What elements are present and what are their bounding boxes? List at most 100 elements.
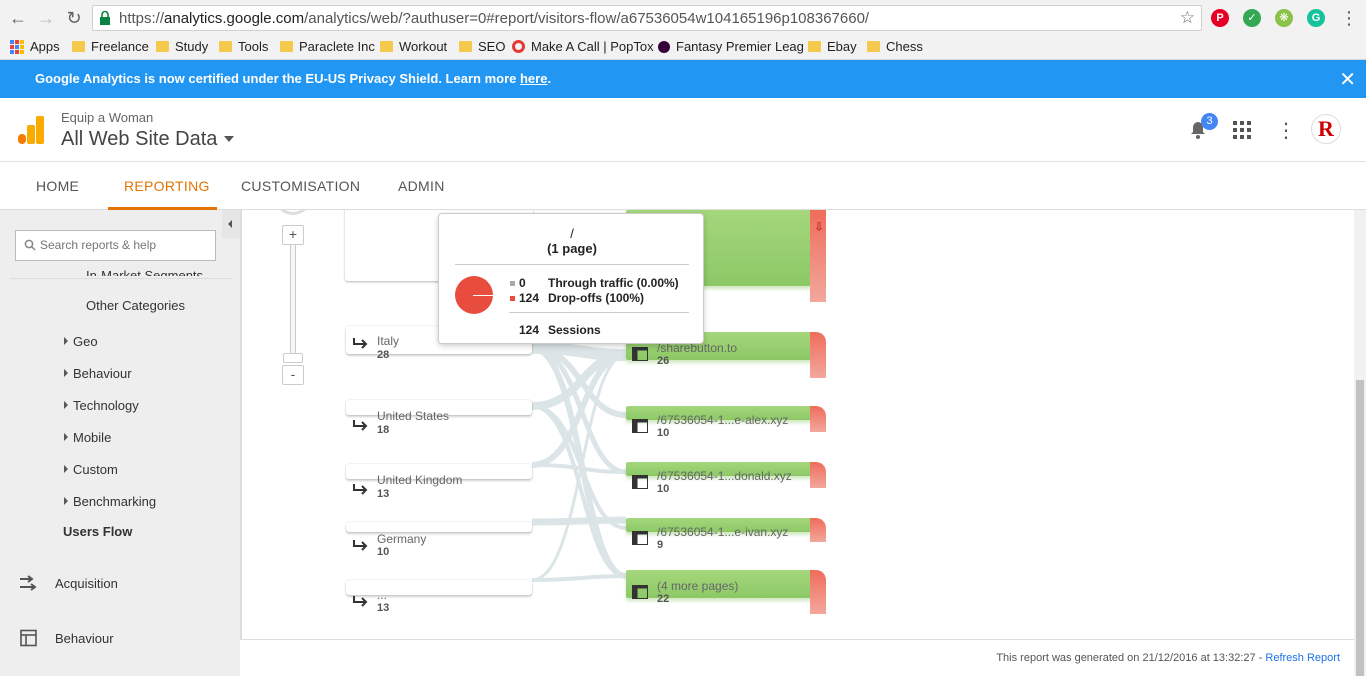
page-icon: [632, 531, 648, 545]
grammarly-icon[interactable]: G: [1307, 9, 1325, 27]
caret-right-icon: [64, 401, 68, 409]
bookmark-poptox[interactable]: Make A Call | PopTox: [512, 39, 654, 54]
dropoff-bar[interactable]: [810, 332, 826, 378]
report-generated-text: This report was generated on 21/12/2016 …: [996, 652, 1340, 664]
refresh-report-link[interactable]: Refresh Report: [1265, 652, 1340, 664]
zoom-in-button[interactable]: +: [282, 225, 304, 245]
entrance-arrow-icon: [353, 540, 368, 551]
browser-menu-icon[interactable]: ⋮: [1340, 8, 1358, 28]
bookmark-paraclete[interactable]: Paraclete Inc: [280, 39, 375, 54]
through-label: Through traffic (0.00%): [548, 276, 679, 290]
entrance-arrow-icon: [353, 420, 368, 431]
folder-icon: [72, 41, 85, 52]
browser-toolbar: ← → ↻ https://analytics.google.com/analy…: [0, 0, 1366, 36]
bookmark-tools[interactable]: Tools: [219, 39, 268, 54]
page-node-alex[interactable]: [626, 406, 812, 420]
analytics-logo-icon[interactable]: [18, 116, 44, 144]
reload-icon[interactable]: ↻: [66, 8, 82, 28]
sidebar-section-behaviour[interactable]: Behaviour: [18, 629, 114, 647]
sidebar-item-behaviour[interactable]: Behaviour: [64, 366, 132, 381]
page-label: /67536054-1...e-alex.xyz: [657, 413, 789, 427]
folder-icon: [380, 41, 393, 52]
sidebar-item-mobile[interactable]: Mobile: [64, 430, 111, 445]
address-bar[interactable]: https://analytics.google.com/analytics/w…: [92, 5, 1202, 31]
page-node-ivan[interactable]: [626, 518, 812, 532]
tab-admin[interactable]: ADMIN: [398, 178, 445, 194]
page-count: 22: [657, 593, 670, 605]
dropoff-bar[interactable]: [810, 462, 826, 488]
sidebar-item-other-categories[interactable]: Other Categories: [86, 298, 185, 313]
sidebar-item-in-market[interactable]: In-Market Segments: [86, 268, 204, 276]
forward-icon[interactable]: →: [37, 8, 55, 28]
property-selector[interactable]: All Web Site Data: [61, 128, 218, 150]
entrance-arrow-icon: [353, 338, 368, 349]
bookmark-apps[interactable]: Apps: [10, 39, 60, 54]
bookmark-freelance[interactable]: Freelance: [72, 39, 149, 54]
search-input[interactable]: [40, 238, 210, 252]
chevron-left-icon: [228, 220, 232, 228]
source-node-germany[interactable]: [346, 522, 532, 532]
tab-customisation[interactable]: CUSTOMISATION: [241, 178, 361, 194]
pie-line: [473, 295, 493, 296]
url-text: https://analytics.google.com/analytics/w…: [119, 10, 870, 27]
active-tab-indicator: [108, 207, 217, 210]
sidebar-item-technology[interactable]: Technology: [64, 398, 139, 413]
notification-badge: 3: [1201, 113, 1218, 130]
page-node-more[interactable]: [626, 570, 812, 598]
source-node-other[interactable]: [346, 580, 532, 595]
bookmark-seo[interactable]: SEO: [459, 39, 505, 54]
bookmark-fpl[interactable]: Fantasy Premier Leag: [658, 39, 809, 54]
scrollbar-thumb[interactable]: [1356, 380, 1364, 676]
target-icon: [512, 40, 525, 53]
users-flow-canvas[interactable]: + - ⇩ Italy 28 United States 18 United K…: [240, 210, 1354, 640]
apps-grid-icon[interactable]: [1233, 121, 1251, 139]
through-swatch: [510, 281, 515, 286]
caret-right-icon: [64, 465, 68, 473]
banner-link[interactable]: here: [519, 71, 548, 86]
page-count: 10: [657, 483, 670, 495]
bookmark-workout[interactable]: Workout: [380, 39, 447, 54]
zoom-slider-handle[interactable]: [283, 353, 303, 363]
bookmark-study[interactable]: Study: [156, 39, 208, 54]
dropoff-bar[interactable]: [810, 570, 826, 614]
page-node-donald[interactable]: [626, 462, 812, 476]
sidebar-section-acquisition[interactable]: Acquisition: [18, 574, 118, 592]
divider: [455, 264, 689, 265]
main-nav-tabs: HOME REPORTING CUSTOMISATION ADMIN: [0, 162, 1366, 210]
extension-icon[interactable]: ❋: [1275, 9, 1293, 27]
source-node-united-kingdom[interactable]: [346, 464, 532, 479]
sidebar-item-benchmarking[interactable]: Benchmarking: [64, 494, 156, 509]
folder-icon: [867, 41, 880, 52]
bookmark-chess[interactable]: Chess: [867, 39, 923, 54]
bookmark-ebay[interactable]: Ebay: [808, 39, 857, 54]
page-scrollbar[interactable]: [1354, 210, 1366, 676]
page-label: (4 more pages): [657, 579, 739, 593]
sidebar-item-geo[interactable]: Geo: [64, 334, 98, 349]
sidebar-item-custom[interactable]: Custom: [64, 462, 118, 477]
sidebar-item-users-flow[interactable]: Users Flow: [63, 524, 133, 539]
avatar[interactable]: R: [1311, 114, 1341, 144]
dropoff-bar-top[interactable]: [810, 210, 826, 302]
tab-home[interactable]: HOME: [36, 178, 80, 194]
page-icon: [632, 347, 648, 361]
dropoff-bar[interactable]: [810, 406, 826, 432]
entrance-arrow-icon: [353, 596, 368, 607]
more-vert-icon[interactable]: ⋮: [1276, 120, 1296, 142]
source-count: 10: [377, 546, 390, 558]
zoom-out-button[interactable]: -: [282, 365, 304, 385]
node-tooltip: / (1 page) 0 Through traffic (0.00%) 124…: [438, 213, 704, 344]
page-icon: [632, 475, 648, 489]
source-node-united-states[interactable]: [346, 400, 532, 415]
close-icon[interactable]: ✕: [1339, 69, 1356, 91]
dropoff-swatch: [510, 296, 515, 301]
back-icon[interactable]: ←: [9, 8, 27, 28]
bookmark-star-icon[interactable]: ☆: [1179, 8, 1195, 27]
collapse-sidebar-button[interactable]: [222, 210, 240, 238]
check-icon[interactable]: ✓: [1243, 9, 1261, 27]
dropoff-bar[interactable]: [810, 518, 826, 542]
folder-icon: [808, 41, 821, 52]
caret-down-icon[interactable]: [224, 136, 234, 142]
tab-reporting[interactable]: REPORTING: [124, 178, 210, 194]
pinterest-icon[interactable]: P: [1211, 9, 1229, 27]
search-box[interactable]: [15, 230, 216, 261]
